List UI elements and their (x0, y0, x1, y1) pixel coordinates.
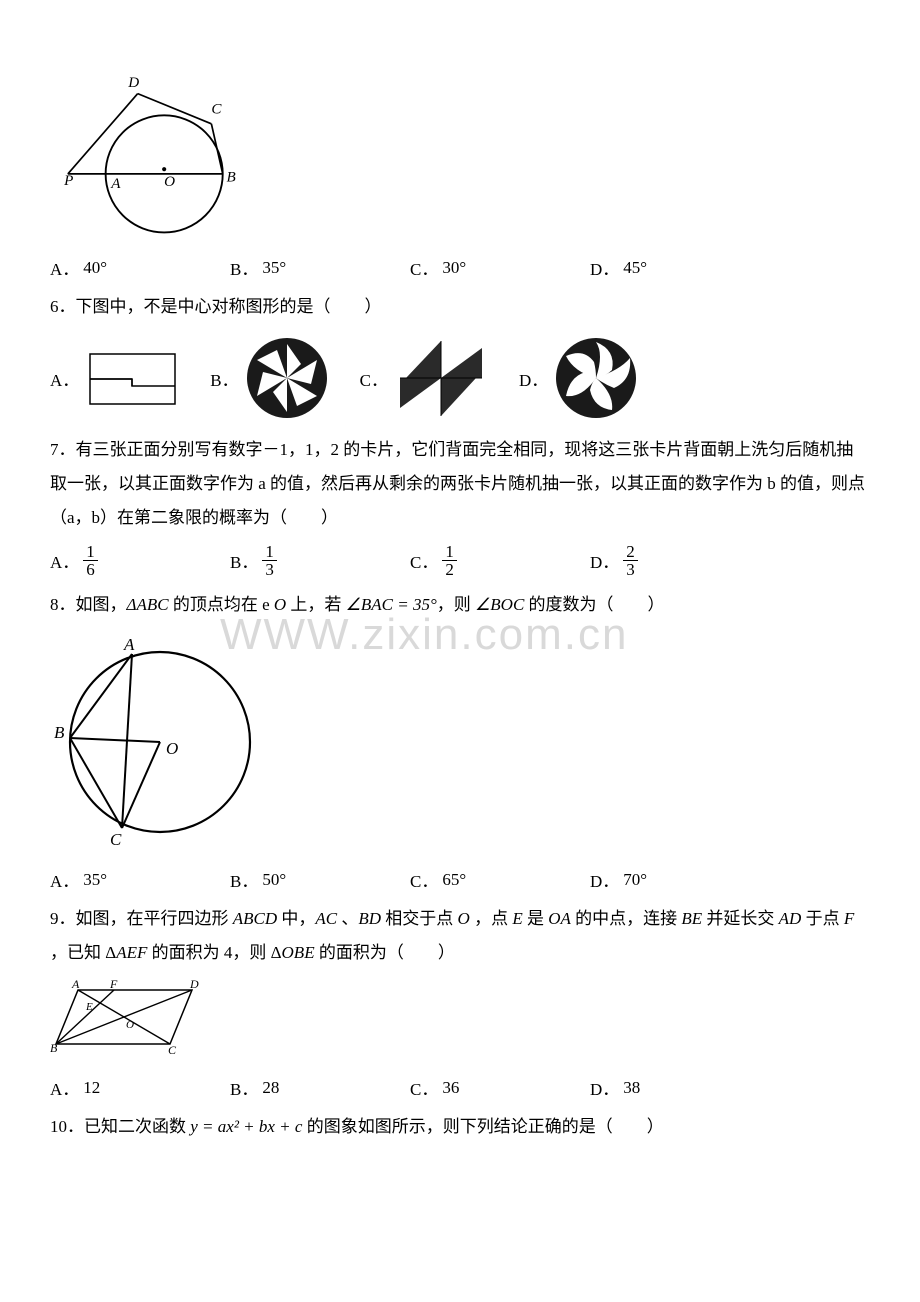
svg-text:A: A (110, 176, 121, 192)
q6-figure-b (245, 336, 330, 421)
svg-text:O: O (164, 174, 175, 190)
q8-options: A．35° B．50° C．65° D．70° (50, 867, 870, 892)
svg-text:C: C (211, 101, 222, 117)
q7-options: A． 16 B． 13 C． 12 D． 23 (50, 543, 870, 578)
svg-text:B: B (50, 1041, 58, 1055)
q8-opt-b: B．50° (230, 867, 410, 892)
q5-figure: P A O B C D (50, 70, 870, 245)
q6-options: A． B． (50, 336, 870, 421)
svg-text:D: D (189, 980, 199, 991)
q9-opt-b: B．28 (230, 1075, 410, 1100)
q8-opt-d: D．70° (590, 867, 770, 892)
q5-options: A．40° B．35° C．30° D．45° (50, 255, 870, 280)
q9-text: 9．如图，在平行四边形 ABCD 中，AC 、BD 相交于点 O ，点 E 是 … (50, 902, 870, 970)
svg-text:E: E (85, 1001, 93, 1013)
q9-options: A．12 B．28 C．36 D．38 (50, 1075, 870, 1100)
q7-opt-d: D． 23 (590, 543, 770, 578)
svg-text:A: A (123, 635, 135, 654)
svg-text:B: B (54, 723, 65, 742)
q7-opt-a: A． 16 (50, 543, 230, 578)
q6-figure-a (85, 344, 180, 414)
q6-opt-a: A． (50, 344, 180, 414)
q6-opt-b: B． (210, 336, 329, 421)
q6-opt-d: D． (519, 336, 639, 421)
svg-text:C: C (168, 1043, 177, 1057)
q9-opt-d: D．38 (590, 1075, 770, 1100)
q8-figure: A B C O (50, 632, 870, 857)
svg-text:A: A (71, 980, 80, 991)
q6-opt-c: C． (360, 336, 489, 421)
svg-text:B: B (227, 169, 236, 185)
q7-text: 7．有三张正面分别写有数字－1，1，2 的卡片，它们背面完全相同，现将这三张卡片… (50, 433, 870, 535)
q5-opt-c: C．30° (410, 255, 590, 280)
svg-text:D: D (127, 75, 139, 91)
q10-text: 10．已知二次函数 y = ax² + bx + c 的图象如图所示，则下列结论… (50, 1110, 870, 1144)
q5-opt-b: B．35° (230, 255, 410, 280)
q5-opt-d: D．45° (590, 255, 770, 280)
q9-opt-a: A．12 (50, 1075, 230, 1100)
q8-opt-a: A．35° (50, 867, 230, 892)
q9-opt-c: C．36 (410, 1075, 590, 1100)
q5-opt-a: A．40° (50, 255, 230, 280)
svg-text:P: P (63, 173, 73, 189)
svg-text:O: O (166, 739, 178, 758)
q7-opt-c: C． 12 (410, 543, 590, 578)
svg-text:F: F (109, 980, 118, 991)
q8-text: 8．如图，ΔABC 的顶点均在 e O 上，若 ∠BAC = 35°，则 ∠BO… (50, 588, 870, 622)
q9-figure: A F D B C O E (50, 980, 870, 1065)
q7-opt-b: B． 13 (230, 543, 410, 578)
q8-opt-c: C．65° (410, 867, 590, 892)
q6-text: 6．下图中，不是中心对称图形的是（ ） (50, 290, 870, 324)
q6-figure-d (554, 336, 639, 421)
svg-text:C: C (110, 830, 122, 849)
svg-text:O: O (126, 1019, 134, 1031)
q6-figure-c (394, 336, 489, 421)
